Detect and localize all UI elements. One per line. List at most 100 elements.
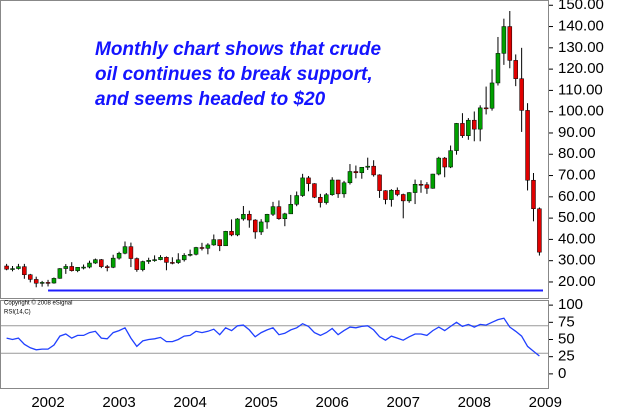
candle-body (430, 173, 436, 189)
candle-body (424, 184, 430, 189)
annotation: Monthly chart shows that crude (95, 39, 382, 60)
candle-body (442, 157, 447, 168)
candle-body (181, 255, 187, 261)
candle-body (466, 119, 471, 136)
x-tick-label: 2002 (31, 394, 64, 409)
candle-body (329, 179, 335, 195)
candle-body (39, 282, 45, 284)
candle-body (537, 208, 542, 253)
candle-body (406, 192, 412, 202)
candle-body (353, 171, 359, 174)
candle-body (412, 184, 418, 193)
candle-body (205, 244, 211, 249)
candle-body (294, 195, 299, 205)
candle-body (93, 259, 98, 264)
candle-body (51, 278, 57, 284)
y-tick-label: 140.00 (558, 18, 604, 35)
candle-body (400, 194, 406, 202)
candle-body (247, 214, 252, 221)
candle-body (223, 231, 228, 247)
candle-body (282, 213, 288, 220)
candle-body (170, 262, 175, 264)
candle-body (10, 268, 15, 270)
candle-body (359, 166, 365, 174)
y-tick-label: 0 (558, 365, 566, 382)
candle-body (158, 257, 163, 260)
y-tick-label: 150.00 (558, 0, 604, 13)
candle-body (63, 266, 69, 269)
y-tick-label: 80.00 (558, 145, 596, 162)
x-tick-label: 2004 (173, 394, 206, 409)
x-tick-label: 2003 (102, 394, 135, 409)
candle-body (176, 259, 181, 263)
candle-body (140, 261, 146, 270)
candle-body (483, 107, 489, 110)
y-tick-label: 30.00 (558, 252, 596, 269)
candle-body (69, 266, 74, 271)
candle-body (241, 214, 246, 220)
y-tick-label: 50.00 (558, 209, 596, 226)
rsi-title: RSI(14,C) (4, 310, 31, 316)
y-tick-label: 60.00 (558, 188, 596, 205)
x-tick-label: 2009 (529, 394, 562, 409)
candle-body (335, 179, 341, 195)
candle-body (122, 246, 128, 254)
candle-body (57, 268, 63, 279)
candle-body (146, 260, 151, 262)
candle-body (199, 247, 205, 249)
y-tick-label: 110.00 (558, 81, 603, 98)
candle-body (45, 282, 51, 284)
candle-body (395, 189, 400, 195)
candle-body (87, 262, 92, 268)
candle-body (4, 265, 9, 270)
x-tick-label: 2007 (387, 394, 420, 409)
candle-body (252, 219, 258, 233)
rsi-panel (0, 300, 549, 389)
candle-body (454, 123, 459, 151)
candle-body (164, 257, 169, 263)
rsi-line (6, 317, 540, 357)
candle-body (507, 26, 513, 61)
y-tick-label: 120.00 (558, 60, 604, 77)
candle-body (258, 221, 264, 233)
copyright: Copyright © 2008 eSignal (4, 300, 72, 307)
y-tick-label: 40.00 (558, 230, 596, 247)
x-tick-label: 2006 (316, 394, 349, 409)
candle-body (211, 239, 217, 246)
y-tick-label: 130.00 (558, 39, 604, 56)
candle-body (531, 179, 536, 209)
candle-body (22, 266, 27, 275)
candle-body (377, 174, 382, 191)
candle-body (324, 194, 329, 203)
candle-body (264, 214, 270, 223)
candle-body (217, 239, 222, 247)
candle-body (318, 197, 323, 203)
candle-body (519, 78, 524, 111)
candle-body (460, 123, 465, 136)
y-tick-label: 50 (558, 330, 575, 347)
candle-body (418, 184, 424, 186)
candle-body (371, 165, 376, 176)
candle-body (128, 246, 134, 259)
candle-body (75, 267, 80, 271)
candle-body (472, 119, 477, 130)
candle-body (513, 60, 518, 79)
candle-body (300, 177, 305, 196)
candle-body (229, 231, 234, 236)
y-tick-label: 100 (558, 296, 583, 313)
candle-body (152, 259, 157, 261)
candle-body (16, 266, 21, 269)
candle-body (276, 206, 282, 220)
candle-body (28, 274, 33, 280)
candle-body (341, 182, 347, 195)
candle-body (104, 266, 110, 268)
x-tick-label: 2005 (244, 394, 277, 409)
y-tick-label: 20.00 (558, 273, 596, 290)
candle-body (306, 177, 311, 184)
candle-body (270, 206, 276, 215)
candle-body (383, 190, 388, 200)
candle-body (501, 26, 507, 54)
x-tick-label: 2008 (458, 394, 491, 409)
candle-body (110, 257, 116, 268)
